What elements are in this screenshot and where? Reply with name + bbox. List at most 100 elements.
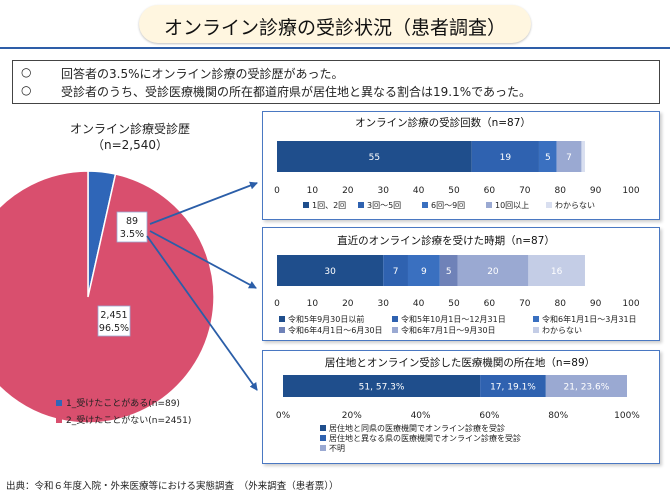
pie-slice [0,170,215,424]
legend-swatch [303,202,309,208]
pie-title-block: オンライン診療受診歴 （n=2,540） [40,121,220,153]
legend-label: 令和6年4月1日～6月30日 [288,325,383,335]
legend-swatch [533,316,539,322]
bar-data-label: 19 [500,153,512,163]
bar-chart-title: 直近のオンライン診療を受けた時期（n=87） [337,234,555,247]
bar-segment [545,375,627,397]
axis-tick-label: 70 [519,299,531,309]
axis-tick-label: 80% [548,411,568,421]
pie-label-count: 2,451 [100,310,127,321]
legend-label: 1回、2回 [312,201,346,210]
legend-swatch [422,202,428,208]
bar-chart-title: オンライン診療の受診回数（n=87） [355,116,531,129]
legend-label: 2_受けたことがない(n=2451) [66,414,191,426]
bar-segment [407,255,440,286]
bar-segment [556,141,582,172]
bar-data-label: 51, 57.3% [359,383,405,393]
legend-label: 6回～9回 [431,201,465,210]
axis-tick-label: 20 [342,299,354,309]
axis-tick-label: 100% [614,411,640,421]
panel-facility-location [262,350,660,464]
bar-data-label: 9 [421,267,427,277]
bar-segment [528,255,585,286]
legend-label: わからない [542,326,582,335]
bar-data-label: 21, 23.6% [564,383,610,393]
axis-tick-label: 100 [622,299,639,309]
bar-segment [277,255,384,286]
summary-bullet: ○ [21,83,32,97]
axis-tick-label: 0% [276,411,291,421]
legend-label: 居住地と異なる県の医療機関でオンライン診療を受診 [329,433,521,443]
legend-swatch [56,417,62,423]
axis-tick-label: 10 [307,186,319,196]
bar-segment [277,141,472,172]
legend-label: 10回以上 [495,201,529,210]
axis-tick-label: 40 [413,186,425,196]
connector-arrow [149,181,258,225]
axis-tick-label: 20 [342,186,354,196]
axis-tick-label: 80 [554,299,566,309]
summary-text: 受診者のうち、受診医療機関の所在都道府県が居住地と異なる割合は19.1%であった… [61,85,532,99]
legend-swatch [279,316,285,322]
bar-chart-title: 居住地とオンライン受診した医療機関の所在地（n=89） [325,356,595,369]
bar-segment [439,255,458,286]
bar-data-label: 30 [324,267,336,277]
axis-tick-label: 40% [411,411,431,421]
legend-swatch [279,327,285,333]
pie-label-percent: 3.5% [120,229,144,240]
axis-tick-label: 70 [519,186,531,196]
axis-tick-label: 60% [479,411,499,421]
legend-swatch [320,435,326,441]
pie-subtitle: （n=2,540） [91,138,168,152]
connector-arrow [149,230,257,289]
axis-tick-label: 50 [448,299,460,309]
axis-tick-label: 50 [448,186,460,196]
title-banner: オンライン診療の受診状況（患者調査） [139,5,531,43]
axis-tick-label: 10 [307,299,319,309]
connector-arrow [146,235,258,391]
pie-title: オンライン診療受診歴 [69,122,190,136]
legend-label: 不明 [329,444,345,453]
bar-segment [480,375,546,397]
bar-data-label: 7 [566,153,572,163]
legend-swatch [358,202,364,208]
bar-segment [538,141,557,172]
legend-label: 3回～5回 [367,201,401,210]
legend-label: 令和6年1月1日～3月31日 [542,314,637,324]
axis-tick-label: 40 [413,299,425,309]
legend-swatch [392,327,398,333]
axis-tick-label: 60 [484,299,496,309]
legend-label: 令和5年10月1日～12月31日 [401,314,506,324]
bar-data-label: 5 [545,153,551,163]
bar-segment [283,375,481,397]
page-title: オンライン診療の受診状況（患者調査） [163,17,506,39]
axis-tick-label: 0 [274,186,280,196]
legend-swatch [546,202,552,208]
pie-label-box [116,211,148,243]
title-rule [0,47,670,49]
pie-label-count: 89 [126,216,138,227]
bar-data-label: 55 [369,153,380,163]
legend-swatch [320,445,326,451]
axis-tick-label: 100 [622,186,639,196]
axis-tick-label: 30 [377,299,389,309]
axis-tick-label: 90 [590,299,602,309]
legend-label: 令和5年9月30日以前 [288,314,364,324]
axis-tick-label: 20% [342,411,362,421]
legend-swatch [320,425,326,431]
legend-swatch [392,316,398,322]
axis-tick-label: 60 [484,186,496,196]
legend-label: 1_受けたことがある(n=89) [66,397,180,409]
legend-label: 居住地と同県の医療機関でオンライン診療を受診 [329,423,505,433]
summary-box: ○ 回答者の3.5%にオンライン診療の受診歴があった。 ○ 受診者のうち、受診医… [12,60,660,104]
legend-label: 令和6年7月1日～9月30日 [401,325,496,335]
legend-swatch [533,327,539,333]
axis-tick-label: 80 [554,186,566,196]
bar-segment [581,141,585,172]
legend-swatch [56,400,62,406]
axis-tick-label: 90 [590,186,602,196]
bar-data-label: 16 [551,267,563,277]
axis-tick-label: 30 [377,186,389,196]
legend-swatch [486,202,492,208]
